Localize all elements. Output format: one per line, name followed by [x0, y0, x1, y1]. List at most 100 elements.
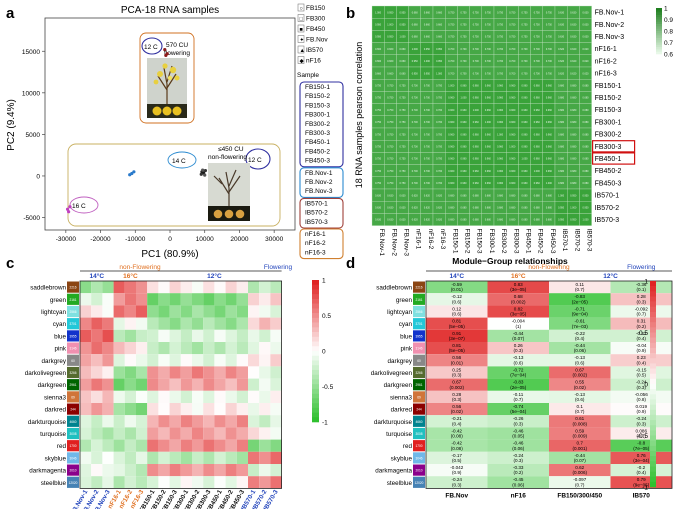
expression-cell — [192, 378, 204, 391]
correlation-cell-value: 0.700 — [436, 146, 443, 149]
module-group-p: (0.002) — [511, 299, 526, 304]
correlation-colorbar-step — [656, 33, 662, 36]
correlation-cell-value: 0.960 — [461, 109, 468, 112]
module-group-r: -0.26 — [513, 416, 524, 421]
module-group-cell — [487, 342, 549, 355]
correlation-cell-value: 0.630 — [387, 207, 394, 210]
expression-cell — [113, 366, 125, 379]
legend-sample-group-box — [299, 81, 344, 168]
expression-cell — [136, 305, 148, 318]
expression-cell — [169, 281, 181, 294]
module-colorbar: 1 0.5 0 -0.5 -1 — [637, 279, 656, 492]
correlation-cell-value: 0.960 — [546, 170, 553, 173]
expression-cell — [158, 403, 170, 416]
module-label: turquoise — [40, 431, 66, 438]
module-group-r: -0.092 — [635, 306, 648, 311]
pca-point — [67, 210, 71, 214]
module-size: 4660 — [415, 420, 422, 424]
expression-cell — [169, 293, 181, 306]
expression-cell — [80, 317, 92, 330]
module-group-r: -0.36 — [636, 282, 647, 287]
expression-cell — [225, 464, 237, 477]
module-group-cell — [426, 281, 488, 294]
correlation-cell-value: 0.750 — [485, 36, 492, 39]
expression-cell — [158, 378, 170, 391]
expression-cell — [225, 390, 237, 403]
module-size: 69 — [417, 395, 421, 399]
correlation-cell-value: 0.960 — [509, 121, 516, 124]
correlation-cell-value: 0.620 — [436, 219, 443, 222]
module-group-r: 0.086 — [636, 428, 648, 433]
correlation-cell-value: 0.620 — [583, 48, 590, 51]
pca-y-tick-label: 15000 — [22, 49, 40, 56]
correlation-cell-value: 0.750 — [375, 109, 382, 112]
correlation-cell-value: 1.000 — [522, 158, 529, 161]
correlation-colorbar-step — [656, 14, 662, 18]
module-color-swatch — [413, 366, 425, 379]
module-label: darkgrey — [42, 358, 67, 365]
module-label: red — [57, 443, 67, 450]
legend-group-swatch — [297, 14, 305, 22]
correlation-cell-value: 0.960 — [485, 146, 492, 149]
expression-cell — [236, 329, 248, 342]
module-group-cell — [549, 403, 611, 416]
correlation-col-label: FB450-1 — [525, 229, 532, 254]
correlation-cell-value: 0.960 — [448, 158, 455, 161]
expression-cell — [102, 427, 114, 440]
module-size: 3008 — [415, 432, 422, 436]
expression-cell — [124, 366, 136, 379]
module-group-p: (0.7) — [637, 434, 647, 439]
expression-cell — [259, 342, 271, 355]
correlation-cell-value: 0.680 — [522, 194, 529, 197]
correlation-cell-value: 0.700 — [412, 97, 419, 100]
pca-y-tick-label: 10000 — [22, 90, 40, 97]
module-size: 3955 — [69, 334, 76, 338]
correlation-cell-value: 0.750 — [375, 170, 382, 173]
module-colorbar-label: 0 — [644, 382, 648, 389]
module-colorbar-step — [650, 420, 656, 426]
correlation-cell-value: 0.620 — [570, 60, 577, 63]
expression-colorbar-step — [312, 412, 319, 418]
legend-group-swatch — [297, 56, 305, 64]
expression-cell — [113, 464, 125, 477]
correlation-cell-value: 0.660 — [375, 48, 382, 51]
correlation-cell-value: 0.750 — [546, 11, 553, 14]
correlation-cell-value: 0.680 — [570, 182, 577, 185]
module-colorbar-step — [650, 296, 656, 302]
module-group-cell — [610, 305, 672, 318]
correlation-cell-value: 0.960 — [534, 109, 541, 112]
correlation-cell-value: 0.700 — [436, 97, 443, 100]
module-colorbar-step — [650, 404, 656, 411]
correlation-cell-value: 0.960 — [448, 121, 455, 124]
expression-cell — [248, 354, 260, 367]
expression-cell — [214, 439, 226, 452]
legend-sample-label: FB150-2 — [305, 93, 330, 100]
expression-cell — [248, 342, 260, 355]
correlation-cell-value: 1.000 — [387, 24, 394, 27]
expression-cell — [158, 329, 170, 342]
correlation-col-label: FB300-3 — [512, 229, 519, 254]
expression-cell — [248, 439, 260, 452]
correlation-row-label: FB450-2 — [595, 168, 622, 175]
correlation-cell-value: 1.000 — [412, 48, 419, 51]
correlation-cell-value: 0.700 — [497, 60, 504, 63]
expression-cell — [124, 476, 136, 489]
expression-cell — [113, 439, 125, 452]
expression-cell — [102, 390, 114, 403]
correlation-row-highlight — [591, 140, 636, 153]
correlation-cell-value: 0.950 — [375, 24, 382, 27]
module-group-cell — [610, 329, 672, 342]
expression-colorbar-step — [312, 308, 319, 314]
correlation-cell-value: 0.680 — [558, 170, 565, 173]
flowering-state-label: flowering — [164, 50, 190, 57]
correlation-cell-value: 0.620 — [558, 60, 565, 63]
pca-point — [163, 47, 167, 52]
pca-x-tick-label: 30000 — [265, 236, 283, 243]
legend-group-swatch — [297, 3, 305, 12]
expression-cell — [91, 451, 103, 464]
expression-cell — [124, 464, 136, 477]
expression-cell — [192, 293, 204, 306]
expression-colorbar-label: 0.5 — [322, 313, 331, 320]
correlation-cell-value: 0.960 — [546, 109, 553, 112]
module-label: saddlebrown — [376, 285, 412, 292]
